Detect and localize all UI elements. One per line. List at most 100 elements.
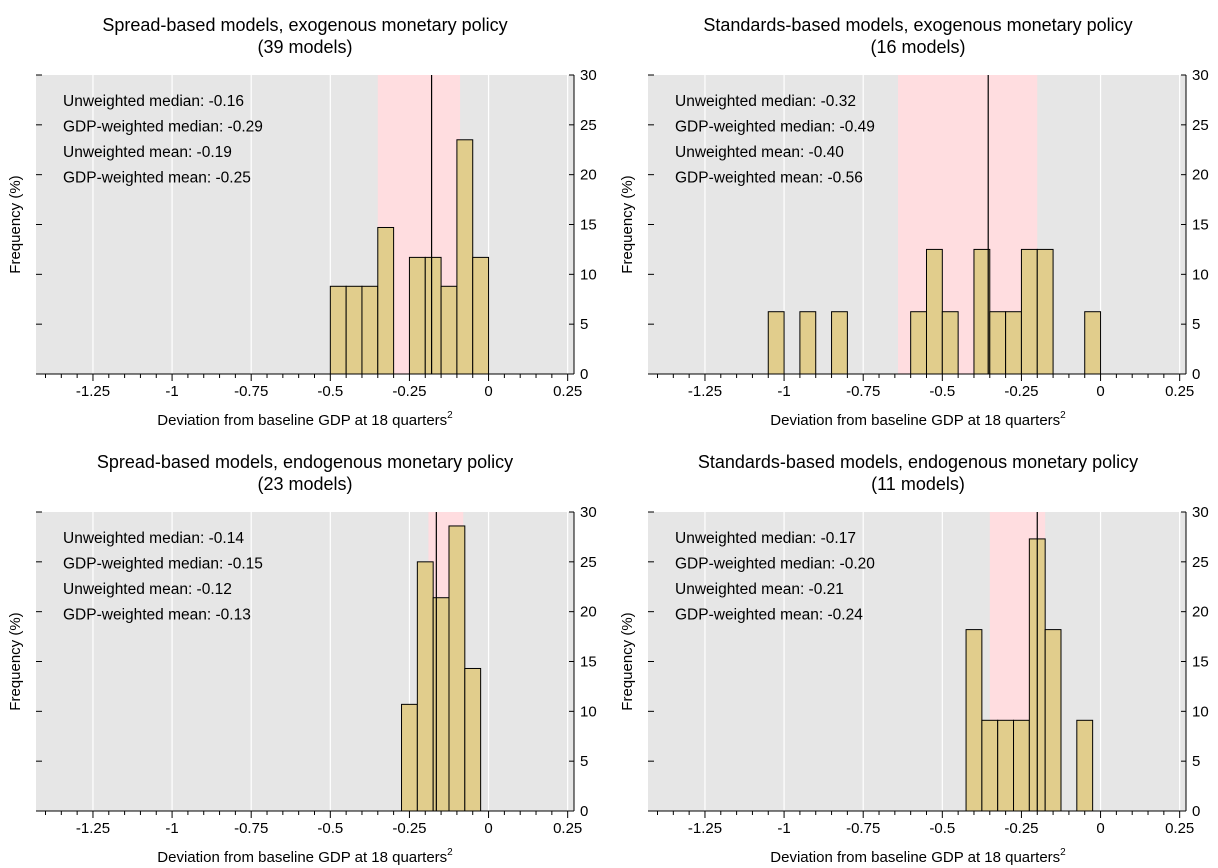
x-axis-label-text: Deviation from baseline GDP at 18 quarte… bbox=[770, 849, 1060, 866]
chart-subtitle: (16 models) bbox=[870, 37, 965, 57]
x-tick-label: -1.25 bbox=[76, 820, 110, 837]
histogram-bar bbox=[1020, 248, 1038, 375]
x-tick-label: 0.25 bbox=[1165, 820, 1194, 837]
x-tick-label: -0.5 bbox=[929, 820, 955, 837]
chart-subtitle: (11 models) bbox=[871, 474, 965, 494]
stat-annotation: GDP-weighted mean: -0.25 bbox=[63, 170, 251, 187]
y-tick-label: 25 bbox=[1192, 117, 1209, 134]
x-tick-label: -0.5 bbox=[317, 383, 343, 400]
y-tick-label: 10 bbox=[580, 703, 597, 720]
histogram-bar bbox=[1005, 311, 1022, 375]
x-tick-label: -0.25 bbox=[1004, 820, 1038, 837]
histogram-bar bbox=[456, 139, 474, 375]
histogram-bar bbox=[472, 256, 490, 375]
chart-title: Standards-based models, endogenous monet… bbox=[698, 452, 1138, 472]
histogram-bar bbox=[408, 256, 426, 375]
stat-annotation: Unweighted median: -0.32 bbox=[675, 93, 856, 110]
y-tick-label: 20 bbox=[1192, 167, 1209, 184]
histogram-bar bbox=[1044, 629, 1062, 812]
x-axis-label-text: Deviation from baseline GDP at 18 quarte… bbox=[770, 412, 1060, 429]
histogram-bar bbox=[448, 525, 466, 812]
histogram-bar bbox=[910, 311, 927, 375]
y-tick-label: 10 bbox=[1192, 266, 1209, 283]
y-axis-label: Frequency (%) bbox=[7, 175, 24, 273]
x-tick-label: -1 bbox=[165, 820, 178, 837]
histogram-bar bbox=[424, 256, 442, 375]
y-tick-label: 15 bbox=[580, 217, 597, 234]
histogram-bar bbox=[799, 311, 817, 375]
plot-background bbox=[648, 512, 1186, 811]
x-axis-label: Deviation from baseline GDP at 18 quarte… bbox=[770, 847, 1066, 866]
x-axis-label: Deviation from baseline GDP at 18 quarte… bbox=[157, 847, 453, 866]
x-tick-label: 0.25 bbox=[553, 820, 582, 837]
y-tick-label: 30 bbox=[580, 504, 597, 521]
histogram-panel-2: Standards-based models, exogenous moneta… bbox=[619, 15, 1209, 429]
y-tick-label: 0 bbox=[580, 803, 588, 820]
x-tick-label: -0.25 bbox=[1004, 383, 1038, 400]
x-axis-label: Deviation from baseline GDP at 18 quarte… bbox=[770, 410, 1066, 429]
histogram-bar bbox=[965, 629, 983, 812]
histogram-bar bbox=[432, 597, 450, 812]
x-tick-label: -1 bbox=[777, 820, 790, 837]
x-axis-label: Deviation from baseline GDP at 18 quarte… bbox=[157, 410, 453, 429]
y-tick-label: 5 bbox=[580, 316, 588, 333]
x-tick-label: -0.75 bbox=[234, 383, 268, 400]
x-tick-label: -1 bbox=[777, 383, 790, 400]
stat-annotation: Unweighted mean: -0.40 bbox=[675, 144, 844, 161]
stat-annotation: Unweighted mean: -0.21 bbox=[675, 581, 844, 598]
y-axis-label: Frequency (%) bbox=[7, 612, 24, 710]
y-tick-label: 30 bbox=[1192, 504, 1209, 521]
y-tick-label: 15 bbox=[580, 654, 597, 671]
x-tick-label: -0.25 bbox=[392, 820, 426, 837]
stat-annotation: Unweighted mean: -0.12 bbox=[63, 581, 232, 598]
y-tick-label: 15 bbox=[1192, 217, 1209, 234]
histogram-bar bbox=[361, 285, 379, 375]
histogram-bar bbox=[1084, 311, 1102, 375]
y-tick-label: 20 bbox=[1192, 604, 1209, 621]
y-tick-label: 5 bbox=[1192, 316, 1200, 333]
stat-annotation: GDP-weighted median: -0.29 bbox=[63, 119, 263, 136]
histogram-bar bbox=[981, 719, 999, 812]
x-axis-label-footnote: 2 bbox=[1060, 410, 1066, 421]
histogram-bar bbox=[925, 248, 943, 375]
histogram-bar bbox=[767, 311, 785, 375]
x-axis-label-footnote: 2 bbox=[1060, 847, 1066, 858]
histogram-bar bbox=[329, 285, 347, 375]
x-tick-label: -1.25 bbox=[688, 383, 722, 400]
stat-annotation: GDP-weighted mean: -0.24 bbox=[675, 607, 863, 624]
stat-annotation: Unweighted median: -0.17 bbox=[675, 530, 856, 547]
y-tick-label: 5 bbox=[1192, 753, 1200, 770]
histogram-bar bbox=[941, 311, 959, 375]
stat-annotation: GDP-weighted median: -0.15 bbox=[63, 556, 263, 573]
y-tick-label: 10 bbox=[580, 266, 597, 283]
x-tick-label: 0 bbox=[1096, 383, 1104, 400]
y-axis-label: Frequency (%) bbox=[619, 175, 636, 273]
x-tick-label: -1.25 bbox=[76, 383, 110, 400]
y-tick-label: 15 bbox=[1192, 654, 1209, 671]
x-tick-label: -0.75 bbox=[234, 820, 268, 837]
histogram-bar bbox=[1036, 248, 1054, 375]
x-tick-label: 0 bbox=[484, 383, 492, 400]
histogram-bar bbox=[989, 311, 1007, 375]
x-tick-label: -0.5 bbox=[317, 820, 343, 837]
x-tick-label: -1.25 bbox=[688, 820, 722, 837]
histogram-panel-1: Spread-based models, exogenous monetary … bbox=[7, 15, 597, 429]
stat-annotation: Unweighted median: -0.14 bbox=[63, 530, 244, 547]
x-tick-label: -0.25 bbox=[392, 383, 426, 400]
stat-annotation: GDP-weighted mean: -0.56 bbox=[675, 170, 863, 187]
x-axis-label-text: Deviation from baseline GDP at 18 quarte… bbox=[157, 412, 447, 429]
y-tick-label: 5 bbox=[580, 753, 588, 770]
y-tick-label: 30 bbox=[580, 67, 597, 84]
y-tick-label: 25 bbox=[580, 554, 597, 571]
histogram-bar bbox=[464, 667, 482, 812]
histogram-bar bbox=[831, 311, 848, 375]
x-tick-label: 0.25 bbox=[1165, 383, 1194, 400]
y-tick-label: 10 bbox=[1192, 703, 1209, 720]
chart-title: Spread-based models, endogenous monetary… bbox=[97, 452, 513, 472]
stat-annotation: Unweighted mean: -0.19 bbox=[63, 144, 232, 161]
histogram-bar bbox=[997, 719, 1015, 812]
x-tick-label: 0.25 bbox=[553, 383, 582, 400]
histogram-panel-3: Spread-based models, endogenous monetary… bbox=[7, 452, 597, 866]
chart-subtitle: (23 models) bbox=[257, 474, 352, 494]
